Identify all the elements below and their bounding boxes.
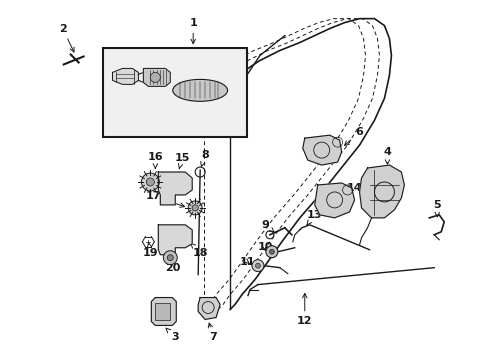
Ellipse shape: [172, 80, 227, 101]
Circle shape: [167, 255, 173, 261]
Text: 16: 16: [147, 152, 163, 168]
Text: 14: 14: [346, 183, 362, 196]
Polygon shape: [158, 172, 192, 205]
Text: 3: 3: [166, 328, 179, 342]
Circle shape: [146, 178, 154, 186]
Circle shape: [255, 263, 260, 268]
Circle shape: [265, 246, 277, 258]
Polygon shape: [359, 165, 404, 218]
Text: 13: 13: [306, 210, 322, 225]
Text: 20: 20: [165, 259, 181, 273]
Text: 17: 17: [145, 191, 184, 207]
Polygon shape: [314, 183, 354, 218]
Text: 2: 2: [59, 24, 74, 52]
FancyBboxPatch shape: [155, 302, 170, 320]
Text: 15: 15: [174, 153, 189, 169]
Text: 18: 18: [190, 243, 207, 258]
Text: 5: 5: [432, 200, 440, 217]
Text: 7: 7: [208, 323, 217, 342]
Polygon shape: [112, 68, 138, 84]
Text: 1: 1: [189, 18, 197, 44]
Polygon shape: [302, 135, 341, 165]
Circle shape: [163, 251, 177, 265]
Text: 9: 9: [261, 220, 274, 232]
Circle shape: [269, 249, 274, 254]
Polygon shape: [198, 298, 220, 319]
Text: 11: 11: [239, 257, 254, 267]
Circle shape: [251, 260, 264, 272]
Polygon shape: [143, 68, 170, 86]
Text: 4: 4: [383, 147, 390, 164]
Polygon shape: [151, 298, 176, 325]
Polygon shape: [158, 225, 192, 255]
Circle shape: [192, 205, 198, 211]
Circle shape: [141, 173, 159, 191]
Text: 8: 8: [200, 150, 208, 166]
Circle shape: [188, 201, 202, 215]
Text: 10: 10: [257, 242, 272, 252]
Text: 6: 6: [344, 127, 363, 145]
Text: 12: 12: [296, 293, 312, 327]
Circle shape: [150, 72, 160, 82]
FancyBboxPatch shape: [102, 48, 246, 137]
Text: 19: 19: [142, 242, 158, 258]
